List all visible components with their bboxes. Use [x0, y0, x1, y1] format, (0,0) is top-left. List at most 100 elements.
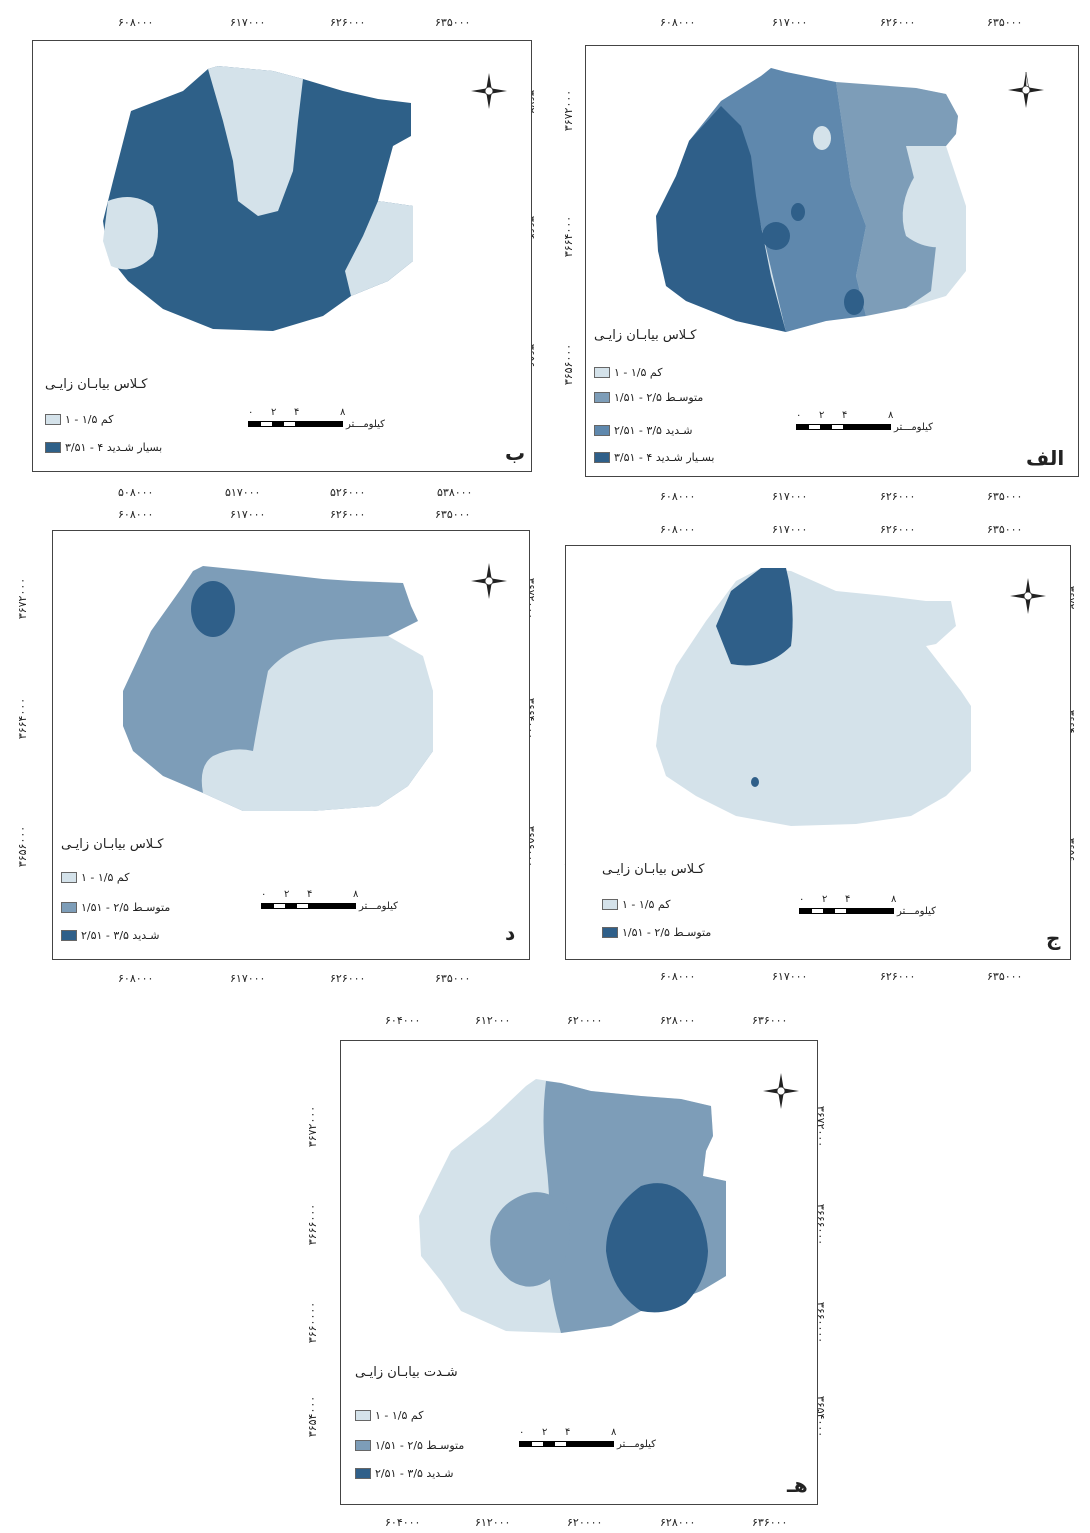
x-tick-top: ۶۱۲۰۰۰: [475, 1014, 511, 1027]
y-tick-left: ۳۶۷۲۰۰۰: [306, 1105, 320, 1148]
scale-unit: کیلومـــتر: [897, 906, 936, 917]
legend-item: کم ۱/۵ - ۱: [45, 413, 113, 426]
legend-swatch: [355, 1410, 371, 1421]
x-tick-bottom: ۶۰۴۰۰۰: [385, 1516, 421, 1529]
scale-number: ۲: [822, 894, 828, 905]
x-tick-bottom: ۵۲۶۰۰۰: [330, 486, 366, 499]
legend-item: متوسـط ۲/۵ - ۱/۵۱: [61, 901, 170, 914]
scale-number: ۰: [261, 889, 267, 900]
legend-item: شـدید ۳/۵ - ۲/۵۱: [355, 1467, 453, 1480]
x-tick-bottom: ۶۳۵۰۰۰: [435, 972, 471, 985]
legend-swatch: [45, 414, 61, 425]
region-map: [103, 66, 413, 331]
zone-very-severe: [791, 203, 805, 221]
zone-low: [902, 172, 948, 248]
legend-label: کم ۱/۵ - ۱: [375, 1409, 424, 1422]
panel-letter: الف: [1026, 446, 1065, 470]
scale-unit: کیلومـــتر: [359, 901, 398, 912]
x-tick-top: ۶۱۷۰۰۰: [772, 523, 808, 536]
zone-very-severe: [656, 106, 786, 332]
x-tick-top: ۶۲۶۰۰۰: [880, 523, 916, 536]
legend-item: بسیار شـدید ۴ - ۳/۵۱: [45, 441, 162, 454]
north-arrow-icon: [1006, 574, 1050, 618]
scale-bar: ۰ ۲ ۴ ۸ کیلومـــتر: [519, 1427, 669, 1461]
panel-letter: ج: [1046, 926, 1061, 950]
legend-item: کم ۱/۵ - ۱: [61, 871, 129, 884]
legend-title: کـلاس بیابـان زایـی: [602, 862, 705, 877]
legend-item: متوسـط ۲/۵ - ۱/۵۱: [594, 391, 703, 404]
legend-label: کم ۱/۵ - ۱: [622, 898, 671, 911]
x-tick-bottom: ۵۰۸۰۰۰: [118, 486, 154, 499]
x-tick-bottom: ۵۳۸۰۰۰: [437, 486, 473, 499]
x-tick-bottom: ۶۱۲۰۰۰: [475, 1516, 511, 1529]
y-tick-left: ۳۶۶۴۰۰۰: [16, 697, 30, 740]
legend-label: شـدید ۳/۵ - ۲/۵۱: [81, 929, 160, 942]
x-tick-bottom: ۶۲۰۰۰۰: [567, 1516, 603, 1529]
x-tick-bottom: ۶۳۵۰۰۰: [987, 970, 1023, 983]
scale-unit: کیلومـــتر: [346, 419, 385, 430]
x-tick-bottom: ۶۰۸۰۰۰: [660, 970, 696, 983]
x-tick-bottom: ۶۱۷۰۰۰: [772, 970, 808, 983]
x-tick-top: ۶۳۵۰۰۰: [987, 16, 1023, 29]
legend-item: کم ۱/۵ - ۱: [355, 1409, 423, 1422]
zone-very-severe: [844, 289, 864, 315]
legend-swatch: [45, 442, 61, 453]
scale-bar-line: [799, 908, 894, 914]
scale-number: ۴: [307, 889, 313, 900]
zone-moderate: [836, 82, 958, 316]
north-arrow-icon: [467, 559, 511, 603]
scale-number: ۰: [248, 407, 254, 418]
x-tick-top: ۶۱۷۰۰۰: [230, 508, 266, 521]
legend-label: بسـیار شـدید ۴ - ۳/۵۱: [614, 451, 715, 464]
scale-bar-line: [248, 421, 343, 427]
x-tick-bottom: ۶۳۵۰۰۰: [987, 490, 1023, 503]
y-tick-left: ۳۶۶۴۰۰۰: [562, 215, 576, 258]
legend-label: کم ۱/۵ - ۱: [81, 871, 130, 884]
legend-swatch: [594, 367, 610, 378]
scale-bar: ۰ ۲ ۴ ۸ کیلومـــتر: [261, 889, 411, 923]
x-tick-bottom: ۶۰۸۰۰۰: [118, 972, 154, 985]
region-map: [419, 1079, 726, 1333]
legend-swatch: [594, 425, 610, 436]
scale-bar-line: [796, 424, 891, 430]
zone-low: [201, 636, 433, 811]
y-tick-left: ۳۶۶۰۰۰۰: [306, 1301, 320, 1344]
y-tick-left: ۳۶۷۲۰۰۰: [16, 577, 30, 620]
legend-swatch: [61, 872, 77, 883]
north-arrow-icon: [1004, 68, 1048, 112]
region-map: [123, 566, 433, 811]
x-tick-bottom: ۶۱۷۰۰۰: [772, 490, 808, 503]
legend-swatch: [594, 452, 610, 463]
zone-low: [208, 66, 303, 216]
x-tick-bottom: ۵۱۷۰۰۰: [225, 486, 261, 499]
legend-label: شـدید ۳/۵ - ۲/۵۱: [614, 424, 693, 437]
zone-very-severe: [762, 222, 790, 250]
scale-bar: ۰ ۲ ۴ ۸ کیلومـــتر: [248, 407, 398, 441]
legend-label: متوسـط ۲/۵ - ۱/۵۱: [614, 391, 704, 404]
x-tick-top: ۶۳۵۰۰۰: [987, 523, 1023, 536]
scale-bar-line: [519, 1441, 614, 1447]
legend-label: شـدید ۳/۵ - ۲/۵۱: [375, 1467, 454, 1480]
x-tick-top: ۶۰۸۰۰۰: [118, 508, 154, 521]
scale-number: ۴: [294, 407, 300, 418]
legend-label: متوسـط ۲/۵ - ۱/۵۱: [375, 1439, 465, 1452]
legend-swatch: [594, 392, 610, 403]
legend-swatch: [61, 902, 77, 913]
region-map: [656, 68, 966, 332]
x-tick-top: ۶۳۵۰۰۰: [435, 508, 471, 521]
scale-number: ۸: [353, 889, 359, 900]
north-arrow-icon: [467, 69, 511, 113]
panel-letter: د: [505, 921, 516, 945]
scale-number: ۸: [891, 894, 897, 905]
legend-swatch: [355, 1440, 371, 1451]
legend-swatch: [602, 899, 618, 910]
x-tick-bottom: ۶۲۶۰۰۰: [880, 970, 916, 983]
y-tick-left: ۳۶۶۶۰۰۰: [306, 1203, 320, 1246]
scale-number: ۰: [519, 1427, 525, 1438]
scale-number: ۰: [799, 894, 805, 905]
legend-label: متوسـط ۲/۵ - ۱/۵۱: [81, 901, 171, 914]
legend-item: متوسـط ۲/۵ - ۱/۵۱: [355, 1439, 464, 1452]
x-tick-bottom: ۶۱۷۰۰۰: [230, 972, 266, 985]
scale-number: ۸: [888, 410, 894, 421]
zone-moderate: [751, 777, 759, 787]
